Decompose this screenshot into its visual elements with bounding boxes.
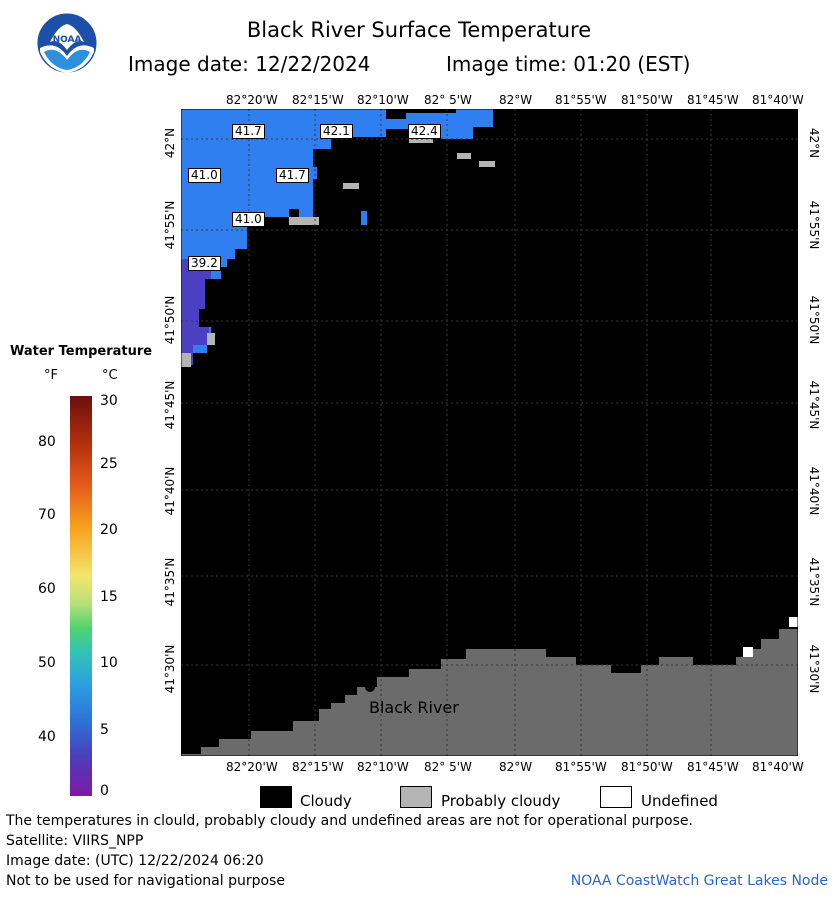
temp-label: 41.7 (232, 124, 265, 139)
f-tick: 70 (38, 507, 56, 523)
water-cold-region (181, 259, 211, 365)
f-tick: 60 (38, 581, 56, 597)
lat-tick: 41°55'N (807, 200, 821, 250)
lat-tick: 41°40'N (163, 466, 177, 516)
lon-tick: 82°15'W (292, 93, 344, 107)
lon-tick: 81°45'W (687, 93, 739, 107)
temp-label: 41.7 (276, 168, 309, 183)
lat-tick: 41°55'N (163, 200, 177, 250)
f-tick: 80 (38, 434, 56, 450)
c-tick: 15 (100, 589, 118, 605)
c-tick: 0 (100, 783, 109, 799)
colorbar (70, 396, 92, 796)
temp-label: 41.0 (188, 168, 221, 183)
probably-cloudy-patch (409, 137, 433, 143)
noaa-logo: NOAA (36, 12, 98, 74)
black-river-marker (365, 682, 375, 692)
image-date: Image date: 12/22/2024 (128, 52, 371, 76)
water-patch (361, 211, 367, 225)
temperature-map (181, 109, 798, 756)
c-tick: 20 (100, 522, 118, 538)
lat-tick: 41°30'N (807, 644, 821, 694)
lon-tick: 81°55'W (555, 93, 607, 107)
lat-tick: 41°45'N (163, 380, 177, 430)
lat-tick: 41°50'N (807, 295, 821, 345)
temp-label: 42.4 (408, 124, 441, 139)
lon-tick: 82°10'W (357, 760, 409, 774)
temp-label: 42.1 (320, 124, 353, 139)
c-tick: 25 (100, 456, 118, 472)
lat-tick: 41°40'N (807, 466, 821, 516)
logo-text: NOAA (53, 35, 82, 45)
image-time: Image time: 01:20 (EST) (446, 52, 691, 76)
undefined-patch (743, 647, 753, 657)
probably-cloudy-patch (289, 217, 319, 225)
lat-tick: 42°N (163, 127, 177, 159)
lon-tick: 81°50'W (621, 93, 673, 107)
lon-tick: 81°45'W (687, 760, 739, 774)
undefined-label: Undefined (641, 792, 718, 810)
cloudy-label: Cloudy (300, 792, 352, 810)
temp-label: 39.2 (188, 256, 221, 271)
lat-tick: 42°N (807, 127, 821, 159)
probably-cloudy-patch (479, 161, 495, 167)
lon-tick: 82°W (499, 760, 533, 774)
lat-tick: 41°30'N (163, 644, 177, 694)
lon-tick: 81°40'W (752, 760, 804, 774)
cloudy-swatch (260, 786, 292, 808)
lat-tick: 41°35'N (163, 557, 177, 607)
lon-tick: 82°20'W (226, 93, 278, 107)
undefined-patch (789, 617, 798, 627)
undefined-swatch (600, 786, 632, 808)
c-tick: 5 (100, 722, 109, 738)
credit: NOAA CoastWatch Great Lakes Node (570, 873, 828, 889)
temp-label: 41.0 (232, 212, 265, 227)
lon-tick: 81°50'W (621, 760, 673, 774)
probably-cloudy-swatch (400, 786, 432, 808)
land-region (181, 629, 798, 756)
satellite: Satellite: VIIRS_NPP (6, 833, 144, 849)
lon-tick: 82°20'W (226, 760, 278, 774)
colorbar-title: Water Temperature (10, 344, 153, 359)
black-river-label: Black River (369, 698, 459, 717)
lat-tick: 41°50'N (163, 295, 177, 345)
utc-date: Image date: (UTC) 12/22/2024 06:20 (6, 853, 264, 869)
lat-tick: 41°35'N (807, 557, 821, 607)
disclaimer: The temperatures in clould, probably clo… (6, 813, 693, 829)
unit-celsius: °C (102, 368, 118, 383)
lat-tick: 41°45'N (807, 380, 821, 430)
lon-tick: 81°55'W (555, 760, 607, 774)
lon-tick: 82° 5'W (424, 93, 472, 107)
unit-fahrenheit: °F (44, 368, 58, 383)
lon-tick: 82°W (499, 93, 533, 107)
lon-tick: 82°15'W (292, 760, 344, 774)
probably-cloudy-label: Probably cloudy (441, 792, 561, 810)
probably-cloudy-patch (457, 153, 471, 159)
probably-cloudy-patch (181, 353, 191, 367)
water-region (181, 109, 493, 365)
probably-cloudy-patch (343, 183, 359, 189)
c-tick: 10 (100, 655, 118, 671)
f-tick: 40 (38, 729, 56, 745)
lon-tick: 82°10'W (357, 93, 409, 107)
lon-tick: 82° 5'W (424, 760, 472, 774)
c-tick: 30 (100, 393, 118, 409)
f-tick: 50 (38, 655, 56, 671)
lon-tick: 81°40'W (752, 93, 804, 107)
map-title: Black River Surface Temperature (246, 18, 592, 42)
nav-warning: Not to be used for navigational purpose (6, 873, 285, 889)
probably-cloudy-patch (207, 333, 215, 345)
